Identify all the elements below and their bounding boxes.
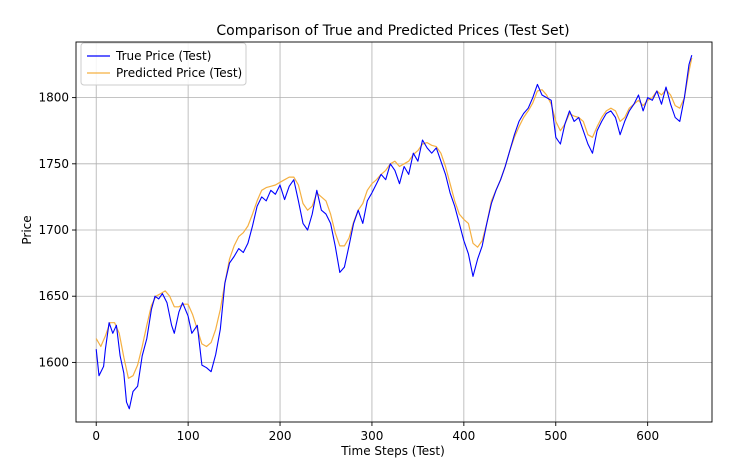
legend: True Price (Test) Predicted Price (Test) (80, 42, 247, 86)
legend-box (80, 42, 247, 86)
x-tick-label-100: 100 (177, 429, 200, 443)
x-tick-label-400: 400 (452, 429, 475, 443)
chart-title: Comparison of True and Predicted Prices … (216, 23, 569, 39)
axis-ticks: 0 100 200 300 400 500 600 1600 1650 1700 1750 1800 (38, 91, 659, 443)
legend-label-predicted-price: Predicted Price (Test) (116, 66, 242, 80)
series-layer (95, 55, 693, 410)
y-tick-label-1750: 1750 (38, 157, 69, 171)
series-line-true-price (95, 55, 693, 410)
series-line-predicted-price (95, 57, 693, 379)
x-tick-label-600: 600 (636, 429, 659, 443)
grid-lines (76, 42, 712, 422)
plot-frame (75, 41, 713, 423)
y-tick-label-1800: 1800 (38, 91, 69, 105)
x-axis-label: Time Steps (Test) (340, 444, 445, 458)
x-tick-label-0: 0 (92, 429, 100, 443)
x-tick-label-500: 500 (544, 429, 567, 443)
y-tick-label-1600: 1600 (38, 355, 69, 369)
legend-label-true-price: True Price (Test) (115, 49, 211, 63)
y-tick-label-1700: 1700 (38, 223, 69, 237)
x-tick-label-300: 300 (360, 429, 383, 443)
y-tick-label-1650: 1650 (38, 289, 69, 303)
x-tick-label-200: 200 (269, 429, 292, 443)
y-axis-label: Price (20, 215, 34, 244)
